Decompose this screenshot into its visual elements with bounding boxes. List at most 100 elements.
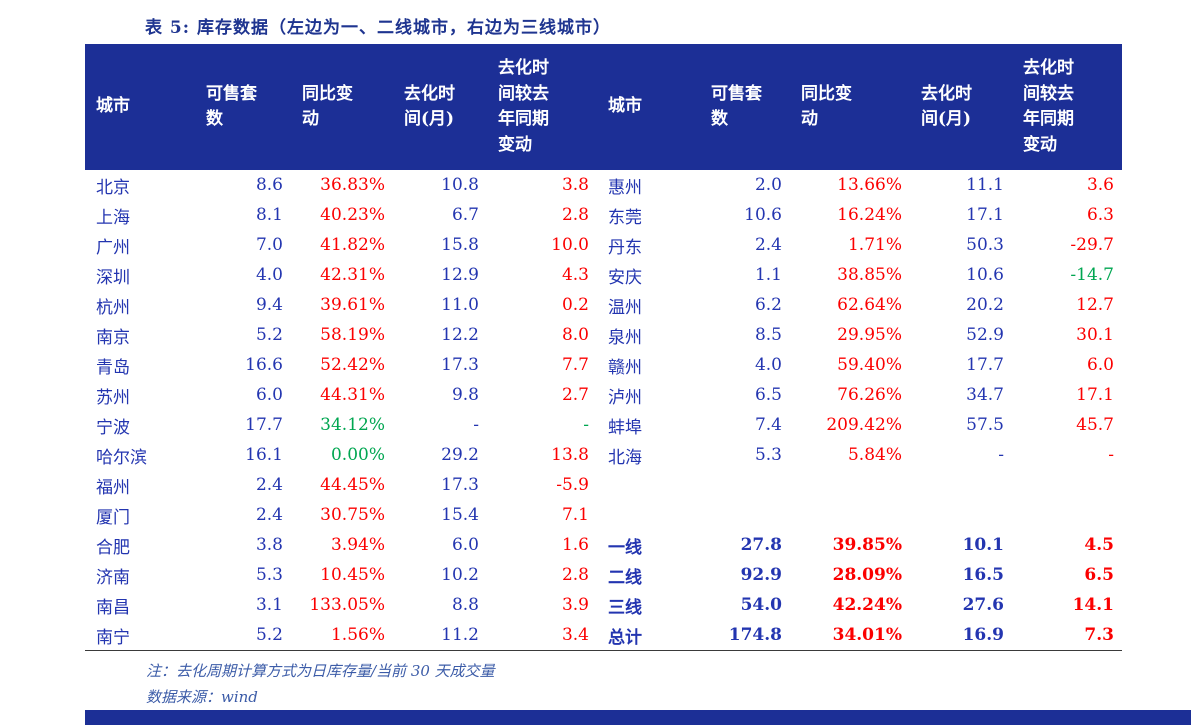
right-city-cell: 丹东: [608, 237, 642, 258]
left-yoy-cell: 39.61%: [320, 295, 385, 315]
right-chg-cell: 17.1: [1076, 385, 1114, 405]
left-chg-cell: 2.7: [561, 385, 589, 405]
left-chg-cell: 7.7: [561, 355, 589, 375]
header-yoy-right: 同比变 动: [790, 44, 910, 170]
left-months-cell: 29.2: [441, 445, 479, 465]
left-months-cell: 6.7: [451, 205, 479, 225]
right-city-cell: 温州: [608, 297, 642, 318]
right-units-cell: 174.8: [700, 620, 790, 651]
right-months-cell: 50.3: [966, 235, 1004, 255]
left-units-cell: 8.1: [255, 205, 283, 225]
right-units-cell: [700, 500, 790, 530]
table-header: 城市 可售套 数 同比变 动 去化时 间(月) 去化时 间较去 年同期 变动 城…: [85, 44, 1122, 170]
left-chg-cell: 1.6: [561, 535, 589, 555]
left-city-cell: 宁波: [96, 417, 130, 438]
left-yoy-cell: 34.12%: [320, 415, 385, 435]
header-change-right: 去化时 间较去 年同期 变动: [1012, 44, 1122, 170]
right-yoy-cell: 29.95%: [837, 325, 902, 345]
header-months-right: 去化时 间(月): [910, 44, 1012, 170]
right-city-cell: 蚌埠: [608, 417, 642, 438]
left-units-cell: 6.0: [255, 385, 283, 405]
left-units-cell: 16.6: [245, 355, 283, 375]
left-units-cell: 5.2: [195, 620, 291, 651]
table-row: 北京 8.6 36.83% 10.8 3.8 惠州 2.0 13.66% 11.1 3.6: [85, 170, 1122, 200]
right-city-cell: 三线: [608, 597, 642, 618]
right-chg-cell: [1012, 470, 1122, 500]
left-yoy-cell: 40.23%: [320, 205, 385, 225]
left-yoy-cell: 44.31%: [320, 385, 385, 405]
left-city-cell: 广州: [96, 237, 130, 258]
left-months-cell: 10.2: [441, 565, 479, 585]
right-months-cell: 20.2: [966, 295, 1004, 315]
right-chg-cell: 7.3: [1012, 620, 1122, 651]
left-units-cell: 4.0: [255, 265, 283, 285]
right-yoy-cell: 62.64%: [837, 295, 902, 315]
right-yoy-cell: 209.42%: [826, 415, 902, 435]
right-city-cell: 赣州: [608, 357, 642, 378]
left-chg-cell: 2.8: [561, 205, 589, 225]
left-yoy-cell: 30.75%: [320, 505, 385, 525]
right-chg-cell: 12.7: [1076, 295, 1114, 315]
left-units-cell: 8.6: [255, 175, 283, 195]
left-units-cell: 7.0: [255, 235, 283, 255]
table-body: 北京 8.6 36.83% 10.8 3.8 惠州 2.0 13.66% 11.1 3.6 上海 8.…: [85, 170, 1122, 651]
left-months-cell: 15.4: [441, 505, 479, 525]
right-units-cell: 2.0: [754, 175, 782, 195]
left-yoy-cell: 44.45%: [320, 475, 385, 495]
left-chg-cell: 3.9: [561, 595, 589, 615]
right-yoy-cell: 38.85%: [837, 265, 902, 285]
left-units-cell: 9.4: [255, 295, 283, 315]
right-months-cell: 10.6: [966, 265, 1004, 285]
left-months-cell: 11.2: [393, 620, 487, 651]
right-units-cell: [700, 470, 790, 500]
table-row: 南宁 5.2 1.56% 11.2 3.4 总计 174.8 34.01% 16.9 7.3: [85, 620, 1122, 651]
right-city-cell: 总计: [597, 620, 700, 651]
left-chg-cell: 7.1: [561, 505, 589, 525]
left-units-cell: 2.4: [255, 475, 283, 495]
right-yoy-cell: 1.71%: [847, 235, 902, 255]
right-chg-cell: 45.7: [1076, 415, 1114, 435]
right-months-cell: [910, 500, 1012, 530]
left-city-cell: 杭州: [96, 297, 130, 318]
left-months-cell: 8.8: [451, 595, 479, 615]
right-units-cell: 27.8: [740, 535, 782, 555]
left-months-cell: 17.3: [441, 475, 479, 495]
left-city-cell: 北京: [96, 177, 130, 198]
right-chg-cell: [1012, 500, 1122, 530]
right-chg-cell: -29.7: [1070, 235, 1114, 255]
left-city-cell: 厦门: [96, 507, 130, 528]
left-chg-cell: 13.8: [551, 445, 589, 465]
left-units-cell: 16.1: [245, 445, 283, 465]
right-chg-cell: 3.6: [1086, 175, 1114, 195]
right-yoy-cell: 34.01%: [790, 620, 910, 651]
table-row: 合肥 3.8 3.94% 6.0 1.6 一线 27.8 39.85% 10.1 4.5: [85, 530, 1122, 560]
left-city-cell: 哈尔滨: [96, 447, 147, 468]
left-yoy-cell: 52.42%: [320, 355, 385, 375]
table-row: 济南 5.3 10.45% 10.2 2.8 二线 92.9 28.09% 16.5 6.5: [85, 560, 1122, 590]
left-months-cell: 12.9: [441, 265, 479, 285]
right-yoy-cell: 76.26%: [837, 385, 902, 405]
right-chg-cell: 6.3: [1086, 205, 1114, 225]
right-months-cell: 17.1: [966, 205, 1004, 225]
right-city-cell: 泉州: [608, 327, 642, 348]
right-yoy-cell: 16.24%: [837, 205, 902, 225]
right-city-cell: 北海: [608, 447, 642, 468]
table-row: 广州 7.0 41.82% 15.8 10.0 丹东 2.4 1.71% 50.3 -29.7: [85, 230, 1122, 260]
table-row: 深圳 4.0 42.31% 12.9 4.3 安庆 1.1 38.85% 10.6 -14.7: [85, 260, 1122, 290]
footnote-data-source: 数据来源：wind: [146, 685, 262, 708]
left-months-cell: 12.2: [441, 325, 479, 345]
right-units-cell: 2.4: [754, 235, 782, 255]
right-months-cell: 16.9: [910, 620, 1012, 651]
right-months-cell: 27.6: [962, 595, 1004, 615]
right-yoy-cell: 28.09%: [832, 565, 902, 585]
right-yoy-cell: [790, 470, 910, 500]
left-chg-cell: 3.8: [561, 175, 589, 195]
left-chg-cell: 3.4: [487, 620, 597, 651]
right-chg-cell: 14.1: [1072, 595, 1114, 615]
table-row: 福州 2.4 44.45% 17.3 -5.9: [85, 470, 1122, 500]
left-yoy-cell: 3.94%: [330, 535, 385, 555]
right-months-cell: 57.5: [966, 415, 1004, 435]
left-units-cell: 3.8: [255, 535, 283, 555]
left-city-cell: 济南: [96, 567, 130, 588]
right-months-cell: [910, 470, 1012, 500]
